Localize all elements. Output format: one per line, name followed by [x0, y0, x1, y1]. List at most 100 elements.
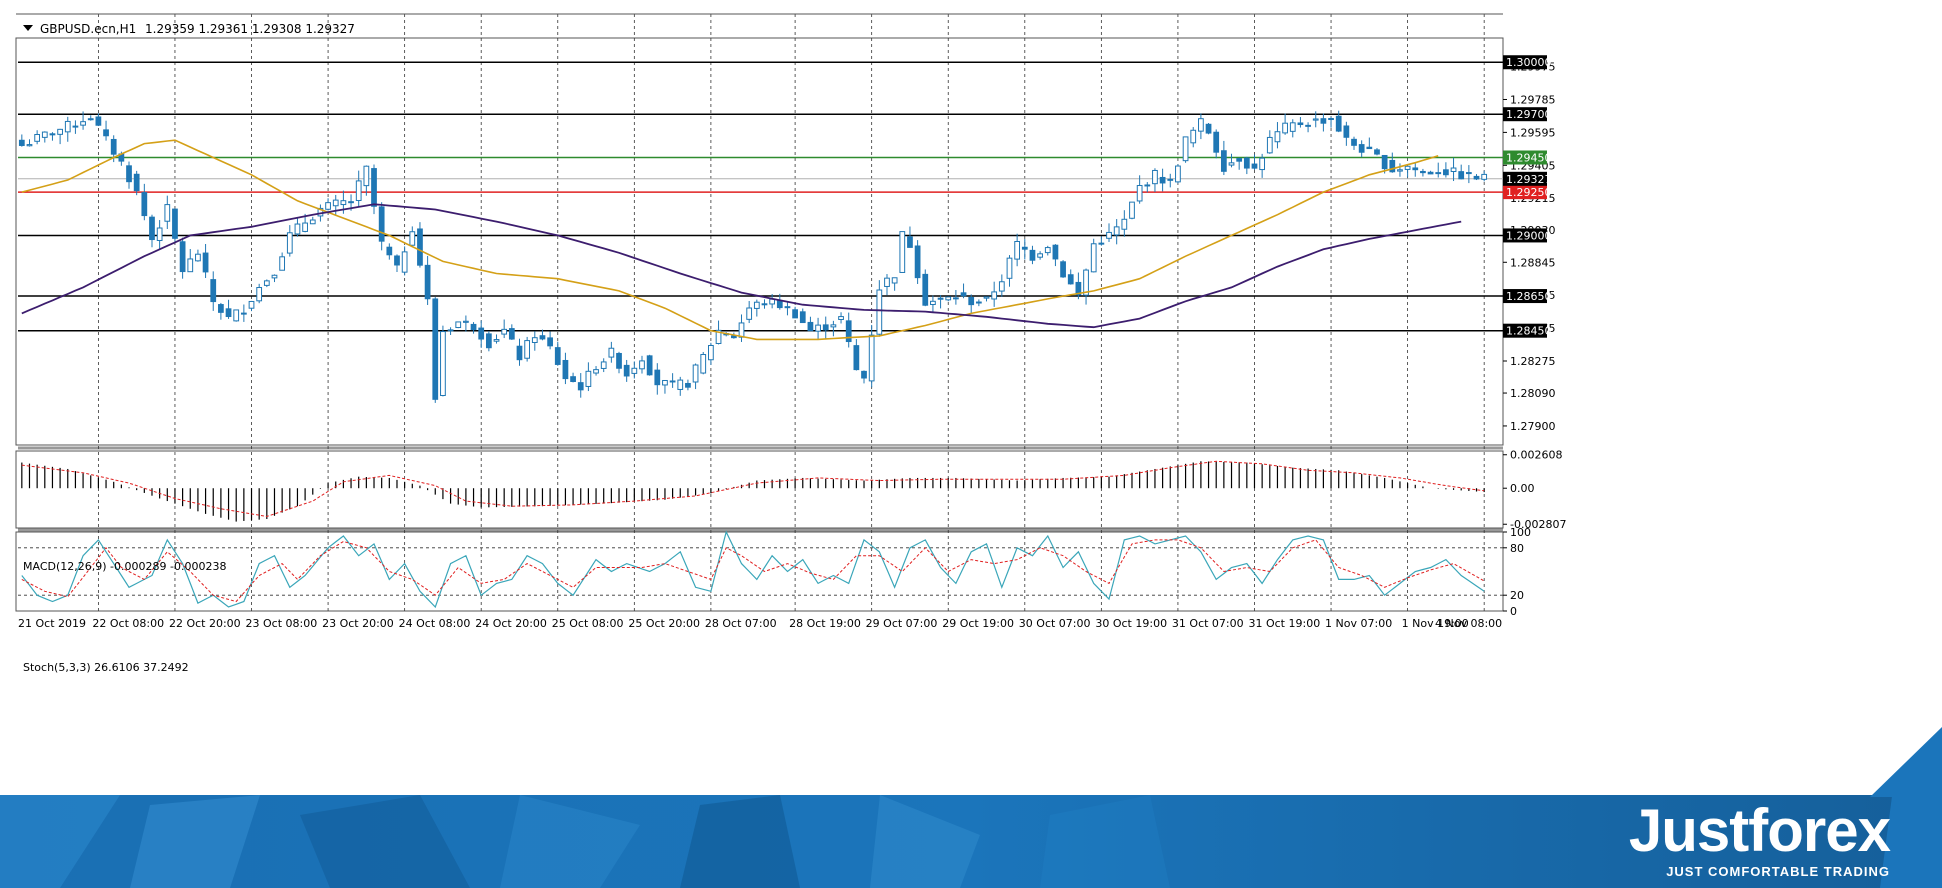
candle[interactable]: [1121, 210, 1128, 237]
candle[interactable]: [1106, 223, 1112, 242]
candle[interactable]: [1205, 123, 1212, 135]
candle[interactable]: [953, 289, 959, 305]
candle[interactable]: [240, 304, 247, 322]
candle[interactable]: [1335, 110, 1342, 133]
candle[interactable]: [218, 302, 224, 320]
candle[interactable]: [524, 336, 531, 362]
candle[interactable]: [1190, 127, 1197, 148]
candle[interactable]: [508, 324, 515, 340]
candle[interactable]: [1443, 162, 1449, 178]
candle[interactable]: [937, 294, 944, 309]
candle[interactable]: [593, 366, 599, 376]
candle[interactable]: [1067, 269, 1074, 285]
candle[interactable]: [899, 231, 906, 273]
candle[interactable]: [1144, 182, 1151, 193]
candle[interactable]: [531, 331, 538, 351]
candle[interactable]: [233, 309, 240, 322]
price-panel[interactable]: [18, 61, 1503, 403]
candle[interactable]: [501, 319, 508, 339]
candle[interactable]: [363, 165, 370, 196]
candle[interactable]: [807, 316, 814, 332]
candle[interactable]: [884, 274, 890, 296]
candle[interactable]: [753, 299, 760, 317]
candle[interactable]: [623, 359, 630, 382]
candle[interactable]: [463, 315, 469, 332]
candle[interactable]: [294, 217, 301, 237]
candle[interactable]: [478, 320, 485, 348]
stoch-d-line[interactable]: [21, 539, 1485, 603]
candle[interactable]: [1465, 165, 1472, 184]
candle[interactable]: [1098, 236, 1105, 246]
candle[interactable]: [930, 295, 936, 312]
candle[interactable]: [1075, 272, 1082, 300]
candle[interactable]: [631, 361, 638, 379]
candle[interactable]: [746, 301, 753, 324]
candle[interactable]: [371, 164, 377, 215]
candle[interactable]: [386, 243, 393, 260]
candle[interactable]: [1289, 119, 1296, 138]
candle[interactable]: [202, 243, 209, 279]
candle[interactable]: [1420, 168, 1426, 177]
candle[interactable]: [861, 370, 867, 384]
candle[interactable]: [1213, 129, 1220, 159]
candle[interactable]: [577, 373, 584, 398]
candle[interactable]: [179, 237, 186, 279]
candle[interactable]: [72, 120, 79, 134]
candle[interactable]: [845, 312, 852, 348]
ma-fast-line[interactable]: [21, 139, 1439, 341]
candle[interactable]: [1374, 148, 1380, 156]
candle[interactable]: [570, 372, 576, 383]
candle[interactable]: [792, 306, 798, 319]
candle[interactable]: [1136, 175, 1143, 204]
candle[interactable]: [1021, 239, 1028, 260]
candle[interactable]: [991, 281, 998, 307]
candle[interactable]: [1182, 136, 1189, 163]
candle[interactable]: [1052, 244, 1059, 267]
candle[interactable]: [1167, 173, 1174, 188]
candle[interactable]: [470, 322, 477, 334]
candle[interactable]: [26, 139, 33, 147]
candle[interactable]: [1006, 255, 1013, 287]
stoch-k-line[interactable]: [21, 530, 1485, 609]
candle[interactable]: [225, 299, 232, 319]
candle[interactable]: [1435, 162, 1442, 178]
candle[interactable]: [968, 294, 975, 313]
candle[interactable]: [562, 352, 569, 385]
candle[interactable]: [1251, 154, 1258, 170]
candle[interactable]: [210, 271, 217, 311]
candle[interactable]: [1159, 168, 1166, 192]
candle[interactable]: [1198, 113, 1204, 140]
candle[interactable]: [417, 222, 423, 268]
candle[interactable]: [1044, 245, 1051, 256]
candle[interactable]: [761, 299, 768, 309]
candle[interactable]: [103, 120, 109, 141]
candle[interactable]: [141, 183, 148, 221]
candle[interactable]: [876, 280, 883, 337]
candle[interactable]: [646, 354, 653, 376]
candle[interactable]: [922, 269, 929, 307]
candle[interactable]: [1090, 238, 1097, 273]
candle[interactable]: [838, 312, 844, 324]
candle[interactable]: [1328, 116, 1334, 128]
candle[interactable]: [447, 327, 454, 335]
candle[interactable]: [49, 132, 56, 141]
candle[interactable]: [1320, 113, 1327, 132]
candle[interactable]: [332, 194, 339, 216]
candle[interactable]: [1243, 156, 1250, 175]
candle[interactable]: [554, 341, 561, 366]
candle[interactable]: [355, 170, 362, 208]
candle[interactable]: [600, 358, 607, 373]
candle[interactable]: [1458, 164, 1465, 180]
candle[interactable]: [539, 329, 546, 341]
stoch-panel[interactable]: [18, 530, 1503, 609]
candle[interactable]: [34, 130, 41, 145]
candle[interactable]: [1450, 157, 1457, 182]
candle[interactable]: [172, 208, 178, 242]
candle[interactable]: [432, 297, 439, 403]
candle[interactable]: [485, 331, 492, 352]
candle[interactable]: [455, 321, 462, 329]
candle[interactable]: [133, 170, 140, 196]
candle[interactable]: [945, 296, 952, 302]
candle[interactable]: [983, 296, 990, 302]
